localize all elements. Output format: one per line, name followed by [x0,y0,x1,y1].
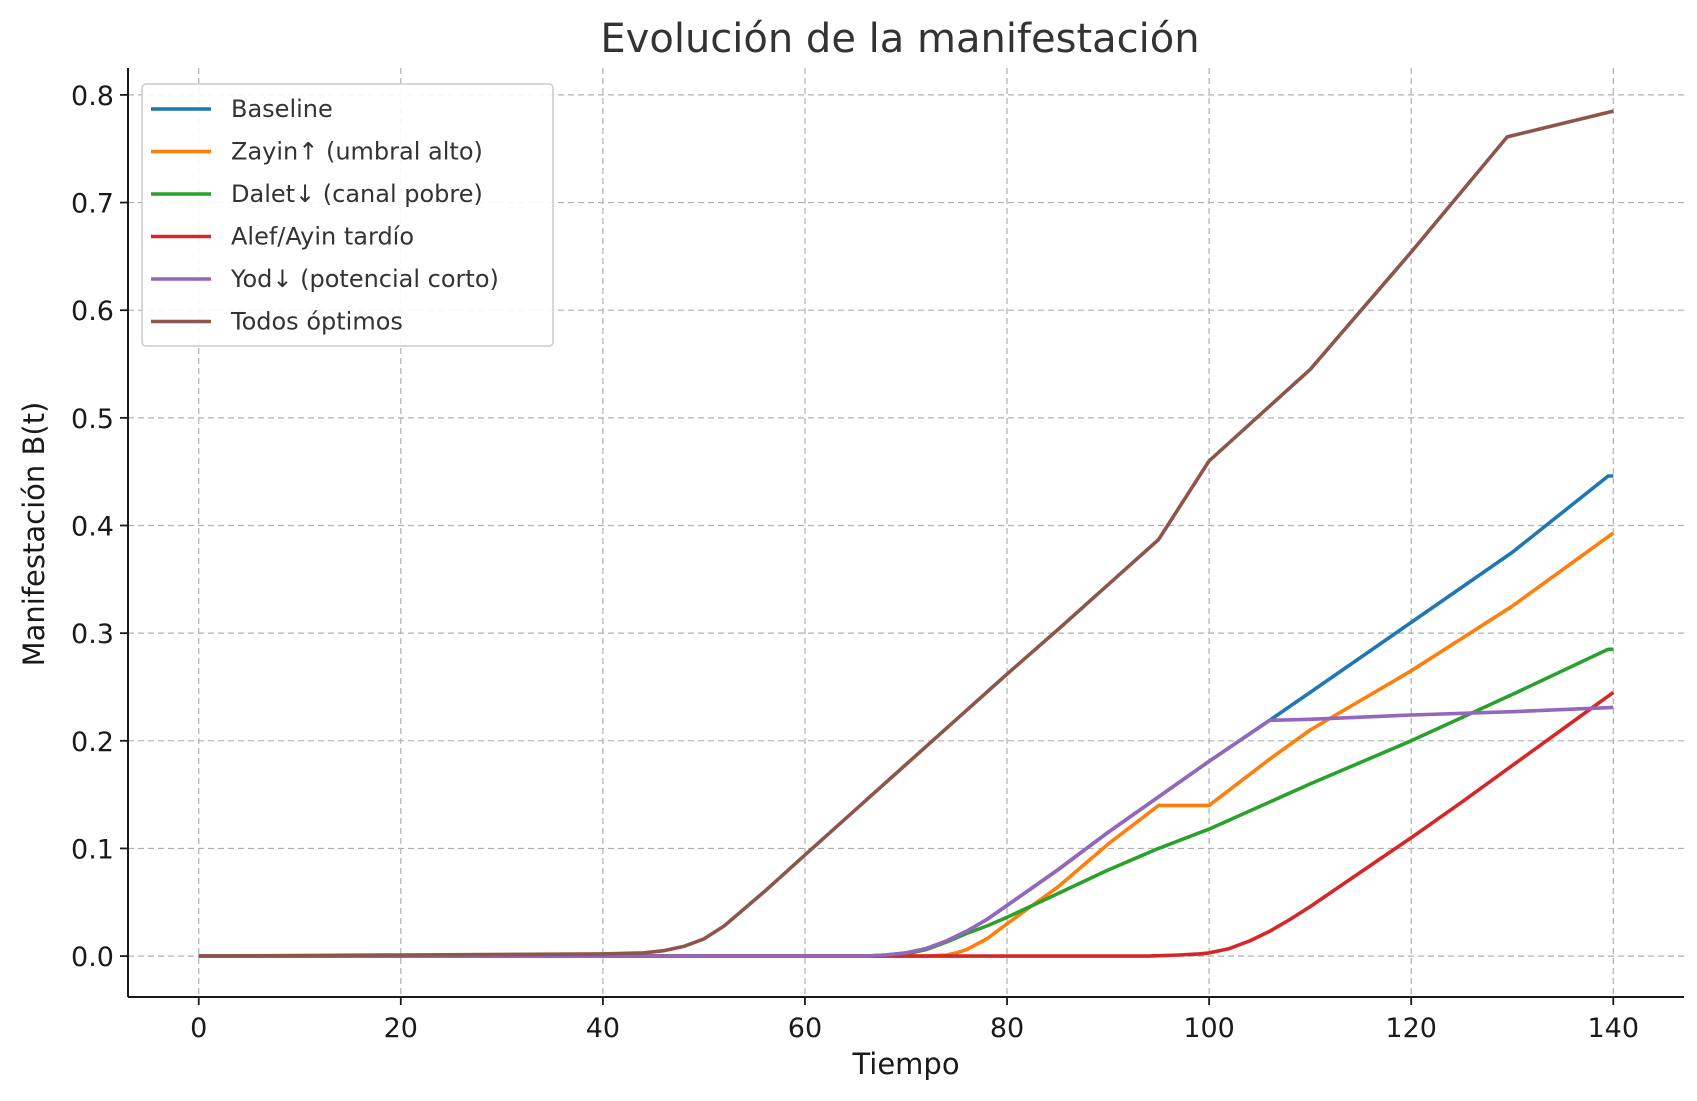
y-tick-label: 0.2 [71,727,114,758]
x-tick-label: 40 [586,1013,620,1044]
y-tick-label: 0.1 [71,834,114,865]
legend-label-2: Zayin↑ (umbral alto) [231,138,483,166]
y-axis-label: Manifestación B(t) [17,402,51,667]
x-tick-label: 80 [990,1013,1024,1044]
x-ticks: 0 20 40 60 80 100 120 140 [190,997,1639,1044]
y-tick-label: 0.6 [71,296,114,327]
x-tick-label: 60 [788,1013,822,1044]
legend-label-5: Yod↓ (potencial corto) [230,265,499,293]
y-tick-label: 0.7 [71,189,114,220]
x-tick-label: 100 [1183,1013,1235,1044]
series-line-4 [198,690,1615,958]
series-line-6 [198,109,1614,958]
legend: Baseline Zayin↑ (umbral alto) Dalet↓ (cana… [141,83,554,347]
x-tick-label: 0 [190,1013,207,1044]
legend-label-1: Baseline [231,95,333,123]
chart-title: Evolución de la manifestación [600,16,1199,62]
x-tick-label: 20 [384,1013,418,1044]
legend-label-6: Todos óptimos [230,308,403,336]
y-tick-label: 0.4 [71,512,114,543]
legend-box [141,83,554,347]
x-tick-label: 140 [1587,1013,1639,1044]
y-tick-label: 0.8 [71,81,114,112]
axes [127,68,1684,998]
y-tick-label: 0.3 [71,619,114,650]
legend-label-4: Alef/Ayin tardío [231,223,414,251]
legend-label-3: Dalet↓ (canal pobre) [231,180,483,208]
y-ticks: 0.0 0.1 0.2 0.3 0.4 0.5 0.6 0.7 0.8 [71,81,128,973]
x-axis-label: Tiempo [851,1047,959,1081]
series-line-5 [198,705,1614,958]
y-tick-label: 0.0 [71,942,114,973]
y-tick-label: 0.5 [71,404,114,435]
series-group [198,109,1615,958]
x-tick-label: 120 [1385,1013,1437,1044]
